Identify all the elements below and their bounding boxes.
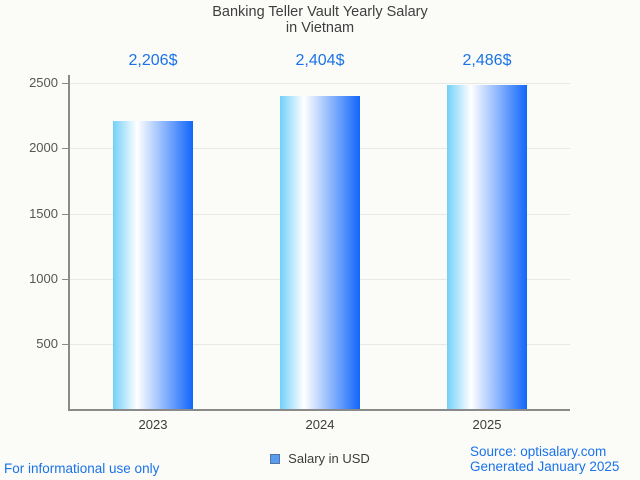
source-block: Source: optisalary.com Generated January…	[470, 444, 619, 474]
source-text: Source: optisalary.com	[470, 444, 607, 459]
y-axis-label-2000: 2000	[29, 140, 58, 156]
bar-2024[interactable]	[280, 95, 360, 410]
y-axis-label-1500: 1500	[29, 205, 58, 221]
bar-2023[interactable]	[113, 121, 193, 410]
y-axis-label-500: 500	[36, 336, 58, 352]
generated-text: Generated January 2025	[470, 459, 620, 474]
y-tickmark-2000	[62, 148, 68, 150]
y-axis-label-2500: 2500	[29, 75, 58, 90]
chart-title-line2: in Vietnam	[285, 20, 355, 36]
x-axis-line	[68, 409, 570, 411]
bar-value-label-2024: 2,404$	[295, 52, 345, 69]
legend-label[interactable]: Salary in USD	[288, 451, 370, 466]
y-axis-label-1000: 1000	[29, 270, 58, 286]
y-tickmark-2500	[62, 83, 68, 84]
legend[interactable]: Salary in USD	[0, 451, 640, 466]
bar-2025[interactable]	[447, 84, 527, 410]
x-axis-label-2025: 2025	[472, 417, 502, 432]
y-tickmark-1500	[62, 213, 68, 215]
x-axis-label-2024: 2024	[305, 417, 335, 432]
x-axis-label-2023: 2023	[138, 417, 168, 432]
y-tickmark-500	[62, 344, 68, 346]
gridline-2500	[68, 83, 570, 84]
disclaimer-text: For informational use only	[4, 461, 160, 476]
bar-value-label-2023: 2,206$	[128, 52, 178, 69]
chart-title-line1: Banking Teller Vault Yearly Salary	[212, 4, 428, 20]
y-tickmark-1000	[62, 278, 68, 280]
chart-title: Banking Teller Vault Yearly Salary in Vi…	[0, 4, 640, 36]
legend-swatch-icon[interactable]	[270, 453, 281, 464]
bar-value-label-2025: 2,486$	[462, 52, 512, 69]
y-axis-line	[68, 75, 70, 410]
